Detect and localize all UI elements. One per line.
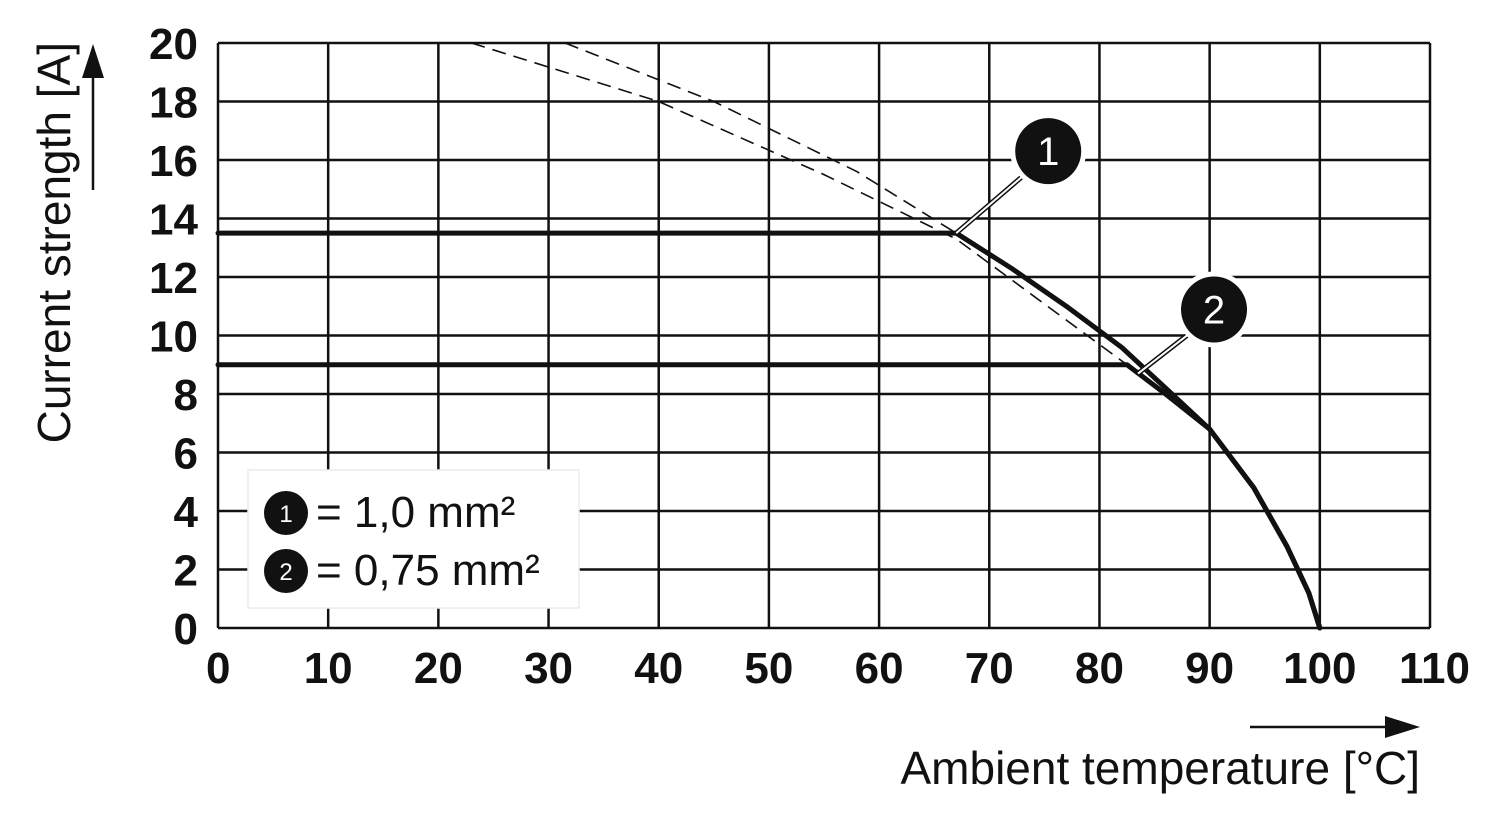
y-tick-label-16: 16 [149,137,198,186]
x-tick-label-110: 110 [1399,644,1470,693]
y-axis-title: Current strength [A] [28,42,80,443]
chart-grid [216,41,1432,630]
x-tick-label-20: 20 [414,644,463,693]
y-tick-label-8: 8 [174,371,198,420]
x-tick-label-0: 0 [206,644,230,693]
legend-marker-1 [264,491,308,535]
y-tick-labels: 0 2 4 6 8 10 12 14 16 18 20 [149,20,198,654]
legend-marker-2-label: 2 [279,559,292,586]
y-tick-label-4: 4 [174,488,199,537]
y-tick-label-0: 0 [174,605,198,654]
callout-badge-2 [1181,276,1248,343]
y-tick-label-14: 14 [149,196,198,245]
y-tick-label-18: 18 [149,79,198,128]
x-axis-title: Ambient temperature [°C] [901,742,1421,794]
callout-badge-label-1: 1 [1037,130,1059,174]
x-tick-label-80: 80 [1075,644,1124,693]
callout-leader-inner-1 [955,172,1027,234]
dashed-line-2 [471,42,1128,366]
y-tick-label-6: 6 [174,430,198,479]
legend-label-2: = 0,75 mm² [316,546,540,595]
y-axis-arrow-head [82,44,104,78]
x-tick-labels: 0 10 20 30 40 50 60 70 80 90 100 110 [206,644,1470,693]
y-tick-label-12: 12 [149,254,198,303]
chart-series [215,42,1323,631]
x-tick-label-50: 50 [744,644,793,693]
x-tick-label-30: 30 [524,644,573,693]
y-tick-label-10: 10 [149,313,198,362]
x-tick-label-90: 90 [1185,644,1234,693]
chart-callouts: 12 [954,113,1253,376]
x-tick-label-40: 40 [634,644,683,693]
legend-marker-2 [264,549,308,593]
legend-marker-1-label: 1 [279,501,292,528]
y-tick-label-20: 20 [149,20,198,69]
x-tick-label-70: 70 [965,644,1014,693]
callout-leader-inner-2 [1137,330,1193,375]
legend-label-1: = 1,0 mm² [316,488,515,537]
callout-badge-1 [1015,118,1082,185]
callout-badge-label-2: 2 [1203,289,1225,333]
x-tick-label-10: 10 [304,644,353,693]
x-tick-label-100: 100 [1283,644,1356,693]
x-axis-arrow-head [1385,716,1420,738]
x-tick-label-60: 60 [855,644,904,693]
legend: 1 = 1,0 mm² 2 = 0,75 mm² [247,469,580,609]
dashed-line-3 [564,42,957,234]
x-axis-title-group: Ambient temperature [°C] [901,716,1421,794]
series-line-2 [215,362,1323,631]
legend-box [247,469,580,609]
legend-item-2: 2 = 0,75 mm² [264,546,540,595]
y-tick-label-2: 2 [174,547,198,596]
legend-item-1: 1 = 1,0 mm² [264,488,515,537]
y-axis-title-group: Current strength [A] [28,42,104,443]
